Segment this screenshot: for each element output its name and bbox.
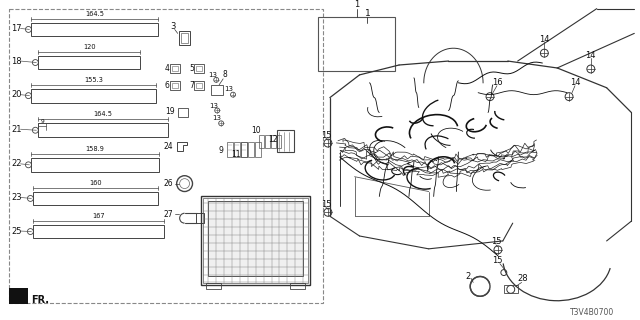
Text: 13: 13 [225, 86, 234, 92]
Text: 18: 18 [12, 57, 22, 66]
Bar [195, 81, 204, 90]
Text: 28: 28 [517, 274, 528, 283]
Text: 15: 15 [321, 200, 331, 209]
Bar [38, 123, 168, 137]
Bar [172, 66, 178, 71]
Bar [276, 130, 294, 152]
Text: 25: 25 [12, 227, 22, 236]
Bar [179, 31, 189, 45]
Bar [31, 158, 159, 172]
Text: 167: 167 [92, 213, 105, 219]
Text: 14: 14 [586, 51, 596, 60]
Bar [248, 142, 254, 157]
Text: 13: 13 [212, 116, 221, 121]
Bar [9, 288, 28, 304]
Bar [33, 225, 164, 238]
Bar [196, 213, 204, 223]
Text: 1: 1 [354, 0, 359, 9]
Text: 7: 7 [189, 81, 195, 90]
Bar [241, 142, 247, 157]
Bar [271, 135, 276, 148]
Bar [265, 135, 269, 148]
Text: 14: 14 [570, 78, 580, 87]
Bar [234, 142, 240, 157]
Text: 12: 12 [268, 135, 277, 144]
Text: 24: 24 [164, 141, 173, 150]
Bar [180, 33, 188, 43]
Bar [31, 22, 158, 36]
Text: 11: 11 [231, 150, 241, 159]
Text: 17: 17 [12, 24, 22, 33]
Text: 10: 10 [251, 126, 260, 135]
Text: T3V4B0700: T3V4B0700 [570, 308, 614, 316]
Text: 15: 15 [321, 131, 331, 140]
Text: 21: 21 [12, 125, 22, 134]
Text: 158.9: 158.9 [86, 146, 104, 152]
Text: 2: 2 [466, 272, 471, 281]
Bar [170, 81, 180, 90]
Bar [504, 285, 518, 293]
Text: 164.5: 164.5 [85, 11, 104, 17]
Bar [9, 9, 323, 303]
Text: 19: 19 [165, 107, 175, 116]
Bar [172, 83, 178, 88]
Bar [206, 284, 221, 289]
Text: 9: 9 [40, 119, 44, 124]
Text: 6: 6 [165, 81, 170, 90]
Text: 9: 9 [219, 146, 223, 155]
Text: 16: 16 [492, 78, 502, 87]
Text: 13: 13 [208, 72, 217, 78]
Bar [211, 85, 223, 95]
Text: 15: 15 [492, 256, 502, 265]
Bar [259, 135, 264, 148]
Text: 13: 13 [209, 102, 218, 108]
Bar [178, 108, 188, 117]
Text: 160: 160 [90, 180, 102, 186]
Bar [208, 201, 303, 276]
Bar [241, 142, 247, 157]
Bar [276, 135, 282, 148]
Text: 4: 4 [165, 64, 170, 74]
Bar [33, 191, 158, 205]
Text: 1: 1 [365, 9, 371, 18]
Bar [31, 89, 156, 103]
Text: 22: 22 [12, 159, 22, 168]
Text: 164.5: 164.5 [93, 111, 113, 117]
Bar [318, 17, 395, 71]
Bar [202, 196, 310, 285]
Text: 23: 23 [12, 193, 22, 202]
Text: 14: 14 [539, 35, 550, 44]
Text: 5: 5 [189, 64, 195, 74]
Bar [195, 64, 204, 73]
Text: 120: 120 [83, 44, 95, 50]
Text: 3: 3 [170, 22, 175, 31]
Text: 8: 8 [223, 70, 227, 79]
Bar [170, 64, 180, 73]
Bar [204, 198, 308, 284]
Bar [255, 142, 260, 157]
Text: 155.3: 155.3 [84, 77, 103, 83]
Bar [291, 284, 305, 289]
Text: 15: 15 [491, 237, 501, 246]
Text: 26: 26 [164, 179, 173, 188]
Bar [196, 66, 202, 71]
Text: 27: 27 [164, 210, 173, 219]
Bar [38, 56, 140, 69]
Bar [196, 83, 202, 88]
Text: 20: 20 [12, 90, 22, 99]
Text: FR.: FR. [31, 295, 49, 305]
Bar [227, 142, 233, 157]
